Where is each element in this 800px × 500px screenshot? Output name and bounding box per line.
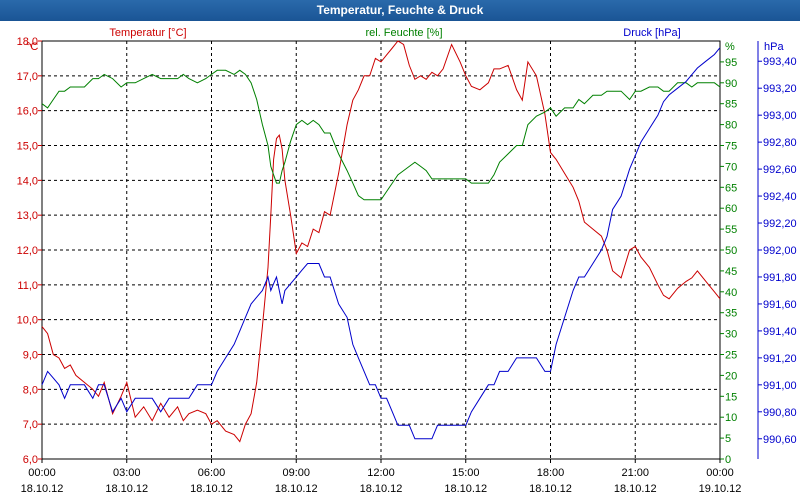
temperature-tick-label: 16,0 <box>17 106 38 118</box>
humidity-tick-label: 75 <box>725 141 737 153</box>
pressure-unit-label: hPa <box>764 41 784 53</box>
temperature-tick-label: 11,0 <box>17 280 38 292</box>
humidity-tick-label: 50 <box>725 245 737 257</box>
humidity-tick-label: 70 <box>725 161 737 173</box>
pressure-tick-label: 992,20 <box>763 218 797 230</box>
humidity-tick-label: 65 <box>725 182 737 194</box>
temperature-tick-label: 7,0 <box>23 419 38 431</box>
temperature-unit-label: °C <box>26 41 38 53</box>
series-line-pressure <box>41 47 721 440</box>
humidity-unit-label: % <box>725 41 735 53</box>
x-tick-time-label: 15:00 <box>452 467 480 479</box>
x-tick-time-label: 12:00 <box>367 467 395 479</box>
humidity-tick-label: 20 <box>725 370 737 382</box>
pressure-tick-label: 990,80 <box>763 407 797 419</box>
pressure-tick-label: 991,20 <box>763 353 797 365</box>
pressure-tick-label: 991,40 <box>763 326 797 338</box>
x-tick-date-label: 18.10.12 <box>360 483 403 495</box>
pressure-tick-label: 992,00 <box>763 245 797 257</box>
temperature-tick-label: 9,0 <box>23 350 38 362</box>
temperature-tick-label: 13,0 <box>17 210 38 222</box>
pressure-tick-label: 993,40 <box>763 56 797 68</box>
chart-canvas: 6,0 7,0 8,0 9,0 10,0 11,0 12,0 13,0 14,0 15,0 16,0… <box>17 27 797 495</box>
humidity-tick-label: 45 <box>725 266 737 278</box>
humidity-axis-title: rel. Feuchte [%] <box>365 27 442 39</box>
x-tick-date-label: 18.10.12 <box>275 483 318 495</box>
humidity-tick-label: 90 <box>725 78 737 90</box>
x-tick-date-label: 18.10.12 <box>190 483 233 495</box>
humidity-tick-label: 5 <box>725 433 731 445</box>
temperature-tick-label: 6,0 <box>23 454 38 466</box>
humidity-tick-label: 25 <box>725 350 737 362</box>
pressure-tick-label: 992,60 <box>763 164 797 176</box>
pressure-tick-label: 992,40 <box>763 191 797 203</box>
humidity-tick-label: 10 <box>725 412 737 424</box>
pressure-tick-label: 993,20 <box>763 83 797 95</box>
x-tick-date-label: 18.10.12 <box>105 483 148 495</box>
humidity-tick-label: 40 <box>725 287 737 299</box>
x-tick-date-label: 18.10.12 <box>529 483 572 495</box>
humidity-tick-label: 55 <box>725 224 737 236</box>
temperature-tick-label: 14,0 <box>17 175 38 187</box>
pressure-tick-label: 993,00 <box>763 110 797 122</box>
temperature-tick-label: 17,0 <box>17 71 38 83</box>
x-tick-time-label: 00:00 <box>28 467 56 479</box>
temperature-tick-label: 8,0 <box>23 384 38 396</box>
x-tick-date-label: 19.10.12 <box>699 483 742 495</box>
chart-title: Temperatur, Feuchte & Druck <box>0 0 800 21</box>
pressure-tick-label: 991,60 <box>763 299 797 311</box>
temperature-tick-label: 18,0 <box>17 36 38 48</box>
x-tick-time-label: 18:00 <box>537 467 565 479</box>
x-tick-time-label: 06:00 <box>198 467 226 479</box>
humidity-tick-label: 60 <box>725 203 737 215</box>
x-tick-time-label: 03:00 <box>113 467 141 479</box>
x-tick-time-label: 21:00 <box>621 467 649 479</box>
temperature-axis-title: Temperatur [°C] <box>109 27 186 39</box>
pressure-axis-title: Druck [hPa] <box>623 27 680 39</box>
humidity-tick-label: 0 <box>725 454 731 466</box>
pressure-tick-label: 990,60 <box>763 434 797 446</box>
temperature-tick-label: 10,0 <box>17 315 38 327</box>
humidity-tick-label: 15 <box>725 391 737 403</box>
humidity-tick-label: 35 <box>725 308 737 320</box>
x-tick-date-label: 18.10.12 <box>444 483 487 495</box>
series-line-humidity <box>41 69 721 201</box>
humidity-tick-label: 95 <box>725 57 737 69</box>
pressure-tick-label: 992,80 <box>763 137 797 149</box>
x-tick-time-label: 00:00 <box>706 467 734 479</box>
x-tick-date-label: 18.10.12 <box>614 483 657 495</box>
x-tick-time-label: 09:00 <box>282 467 310 479</box>
x-tick-date-label: 18.10.12 <box>21 483 64 495</box>
temperature-tick-label: 15,0 <box>17 141 38 153</box>
pressure-tick-label: 991,80 <box>763 272 797 284</box>
series-line-temperature <box>41 40 721 443</box>
pressure-tick-label: 991,00 <box>763 380 797 392</box>
humidity-tick-label: 30 <box>725 329 737 341</box>
humidity-tick-label: 85 <box>725 99 737 111</box>
humidity-tick-label: 80 <box>725 120 737 132</box>
temperature-tick-label: 12,0 <box>17 245 38 257</box>
